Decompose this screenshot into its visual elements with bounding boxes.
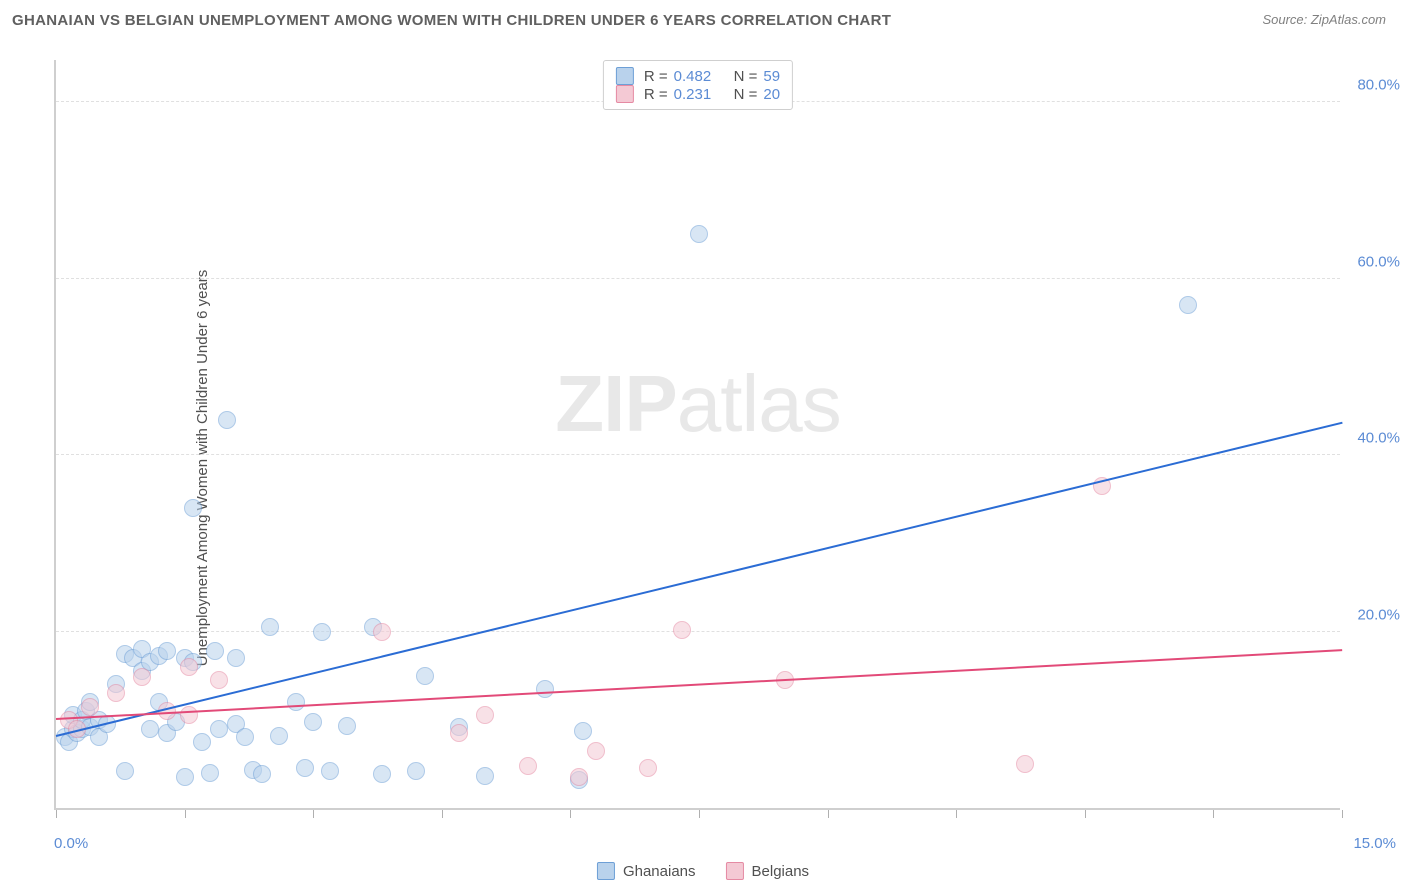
chart-container: Unemployment Among Women with Children U… <box>0 44 1406 892</box>
data-point <box>450 724 468 742</box>
source-label: Source: ZipAtlas.com <box>1262 12 1386 27</box>
data-point <box>416 667 434 685</box>
data-point <box>107 684 125 702</box>
data-point <box>141 720 159 738</box>
y-tick-label: 60.0% <box>1357 253 1400 270</box>
data-point <box>1016 755 1034 773</box>
n-label: N = <box>734 86 758 103</box>
data-point <box>236 728 254 746</box>
data-point <box>253 765 271 783</box>
r-value: 0.482 <box>674 68 718 85</box>
x-tick <box>570 810 571 818</box>
plot-area: ZIPatlas R =0.482N =59R =0.231N =20 20.0… <box>54 60 1340 810</box>
y-tick-label: 20.0% <box>1357 606 1400 623</box>
x-tick <box>956 810 957 818</box>
x-tick <box>442 810 443 818</box>
data-point <box>570 768 588 786</box>
trend-line <box>56 649 1342 720</box>
data-point <box>210 671 228 689</box>
data-point <box>261 618 279 636</box>
data-point <box>201 764 219 782</box>
data-point <box>673 621 691 639</box>
data-point <box>574 722 592 740</box>
data-point <box>210 720 228 738</box>
data-point <box>176 768 194 786</box>
grid-line <box>56 278 1340 279</box>
data-point <box>270 727 288 745</box>
data-point <box>373 765 391 783</box>
data-point <box>180 706 198 724</box>
grid-line <box>56 631 1340 632</box>
data-point <box>184 499 202 517</box>
data-point <box>519 757 537 775</box>
correlation-legend: R = 0.482 N = 59 R = 0.231 N = 20 <box>603 60 793 110</box>
legend-swatch <box>616 85 634 103</box>
data-point <box>218 411 236 429</box>
data-point <box>287 693 305 711</box>
x-axis-max-label: 15.0% <box>1353 835 1396 852</box>
data-point <box>304 713 322 731</box>
watermark: ZIPatlas <box>555 358 840 450</box>
trend-line <box>56 422 1342 737</box>
legend-swatch <box>597 862 615 880</box>
data-point <box>158 642 176 660</box>
series-legend: Ghanaians Belgians <box>597 862 809 880</box>
data-point <box>407 762 425 780</box>
legend-item: Ghanaians <box>597 862 696 880</box>
data-point <box>690 225 708 243</box>
y-tick-label: 40.0% <box>1357 430 1400 447</box>
legend-row: R = 0.231 N = 20 <box>616 85 780 103</box>
n-label: N = <box>734 68 758 85</box>
data-point <box>180 658 198 676</box>
legend-label: Belgians <box>752 863 810 880</box>
data-point <box>1179 296 1197 314</box>
x-tick <box>313 810 314 818</box>
legend-swatch <box>726 862 744 880</box>
data-point <box>639 759 657 777</box>
data-point <box>133 668 151 686</box>
data-point <box>227 649 245 667</box>
r-value: 0.231 <box>674 86 718 103</box>
data-point <box>476 706 494 724</box>
data-point <box>536 680 554 698</box>
x-tick <box>1342 810 1343 818</box>
x-tick <box>185 810 186 818</box>
data-point <box>193 733 211 751</box>
legend-swatch <box>616 67 634 85</box>
data-point <box>296 759 314 777</box>
y-tick-label: 80.0% <box>1357 77 1400 94</box>
data-point <box>321 762 339 780</box>
data-point <box>476 767 494 785</box>
data-point <box>338 717 356 735</box>
x-tick <box>1213 810 1214 818</box>
legend-item: Belgians <box>726 862 810 880</box>
data-point <box>116 762 134 780</box>
data-point <box>81 698 99 716</box>
data-point <box>206 642 224 660</box>
n-value: 59 <box>763 68 780 85</box>
r-label: R = <box>644 86 668 103</box>
data-point <box>587 742 605 760</box>
x-axis-min-label: 0.0% <box>54 835 88 852</box>
x-tick <box>699 810 700 818</box>
x-tick <box>1085 810 1086 818</box>
grid-line <box>56 454 1340 455</box>
legend-label: Ghanaians <box>623 863 696 880</box>
x-tick <box>828 810 829 818</box>
x-tick <box>56 810 57 818</box>
legend-row: R = 0.482 N = 59 <box>616 67 780 85</box>
n-value: 20 <box>763 86 780 103</box>
data-point <box>313 623 331 641</box>
data-point <box>373 623 391 641</box>
r-label: R = <box>644 68 668 85</box>
page-title: GHANAIAN VS BELGIAN UNEMPLOYMENT AMONG W… <box>12 12 891 29</box>
